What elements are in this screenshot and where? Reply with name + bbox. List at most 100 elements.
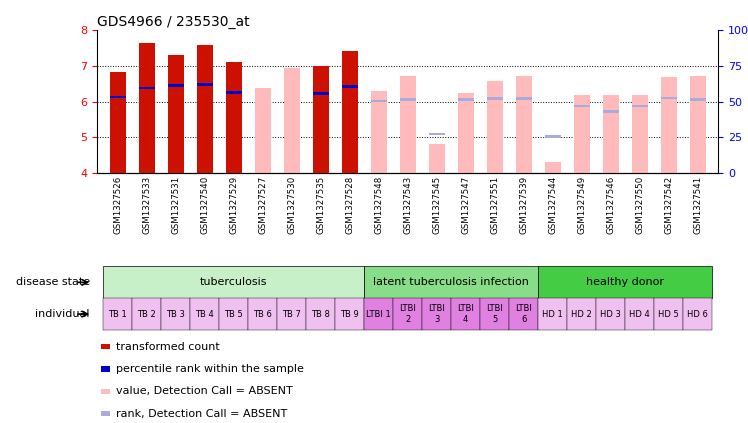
Bar — [364, 298, 393, 330]
Bar — [364, 266, 539, 298]
Bar — [654, 298, 683, 330]
Text: HD 5: HD 5 — [658, 310, 679, 319]
Text: GSM1327539: GSM1327539 — [519, 176, 528, 234]
Bar — [109, 72, 126, 173]
Bar — [574, 104, 589, 107]
Text: GSM1327541: GSM1327541 — [693, 176, 702, 234]
Bar — [197, 45, 212, 173]
Bar — [458, 99, 473, 101]
Bar — [393, 298, 422, 330]
Bar — [138, 43, 155, 173]
Text: GSM1327549: GSM1327549 — [577, 176, 586, 234]
Text: tuberculosis: tuberculosis — [200, 277, 267, 287]
Bar — [539, 266, 712, 298]
Bar — [603, 95, 619, 173]
Bar — [277, 298, 306, 330]
Bar — [313, 92, 328, 95]
Text: GSM1327529: GSM1327529 — [229, 176, 238, 234]
Bar — [132, 298, 161, 330]
Bar — [197, 83, 212, 85]
Text: TB 4: TB 4 — [195, 310, 214, 319]
Text: HD 6: HD 6 — [687, 310, 708, 319]
Bar — [254, 88, 271, 173]
Bar — [545, 135, 561, 138]
Text: GSM1327543: GSM1327543 — [403, 176, 412, 234]
Text: GSM1327527: GSM1327527 — [258, 176, 267, 234]
Bar — [480, 298, 509, 330]
Bar — [101, 411, 110, 417]
Text: GSM1327533: GSM1327533 — [142, 176, 151, 234]
Text: GSM1327544: GSM1327544 — [548, 176, 557, 234]
Text: individual: individual — [35, 309, 90, 319]
Bar — [101, 389, 110, 394]
Bar — [168, 55, 183, 173]
Bar — [625, 298, 654, 330]
Text: LTBI 1: LTBI 1 — [367, 310, 391, 319]
Bar — [429, 144, 444, 173]
Bar — [101, 366, 110, 372]
Bar — [596, 298, 625, 330]
Text: TB 6: TB 6 — [253, 310, 272, 319]
Text: TB 9: TB 9 — [340, 310, 359, 319]
Bar — [399, 99, 416, 101]
Text: LTBI
6: LTBI 6 — [515, 305, 532, 324]
Text: GDS4966 / 235530_at: GDS4966 / 235530_at — [97, 14, 250, 29]
Text: latent tuberculosis infection: latent tuberculosis infection — [373, 277, 529, 287]
Text: GSM1327526: GSM1327526 — [113, 176, 122, 234]
Text: LTBI
3: LTBI 3 — [429, 305, 445, 324]
Text: LTBI
5: LTBI 5 — [486, 305, 503, 324]
Text: GSM1327542: GSM1327542 — [664, 176, 673, 234]
Bar — [138, 87, 155, 89]
Bar — [509, 298, 539, 330]
Text: TB 2: TB 2 — [137, 310, 156, 319]
Bar — [567, 298, 596, 330]
Bar — [103, 298, 132, 330]
Text: value, Detection Call = ABSENT: value, Detection Call = ABSENT — [116, 386, 292, 396]
Bar — [371, 91, 387, 173]
Text: rank, Detection Call = ABSENT: rank, Detection Call = ABSENT — [116, 409, 287, 419]
Text: GSM1327528: GSM1327528 — [345, 176, 354, 234]
Bar — [632, 95, 648, 173]
Text: HD 2: HD 2 — [571, 310, 592, 319]
Text: GSM1327546: GSM1327546 — [606, 176, 616, 234]
Bar — [335, 298, 364, 330]
Bar — [342, 51, 358, 173]
Text: GSM1327530: GSM1327530 — [287, 176, 296, 234]
Text: HD 3: HD 3 — [601, 310, 621, 319]
Bar — [313, 66, 328, 173]
Bar — [103, 266, 364, 298]
Text: TB 1: TB 1 — [108, 310, 127, 319]
Bar — [371, 99, 387, 102]
Bar — [161, 298, 190, 330]
Bar — [190, 298, 219, 330]
Bar — [342, 85, 358, 88]
Bar — [451, 298, 480, 330]
Text: TB 7: TB 7 — [282, 310, 301, 319]
Bar — [515, 76, 532, 173]
Bar — [515, 97, 532, 100]
Text: GSM1327550: GSM1327550 — [635, 176, 644, 234]
Bar — [429, 133, 444, 135]
Bar — [487, 81, 503, 173]
Bar — [226, 62, 242, 173]
Text: percentile rank within the sample: percentile rank within the sample — [116, 364, 304, 374]
Bar — [248, 298, 277, 330]
Text: TB 5: TB 5 — [224, 310, 243, 319]
Bar — [219, 298, 248, 330]
Bar — [660, 77, 677, 173]
Bar — [168, 84, 183, 87]
Bar — [683, 298, 712, 330]
Text: GSM1327535: GSM1327535 — [316, 176, 325, 234]
Bar — [306, 298, 335, 330]
Bar — [690, 76, 706, 173]
Text: TB 3: TB 3 — [166, 310, 185, 319]
Bar — [545, 162, 561, 173]
Text: GSM1327545: GSM1327545 — [432, 176, 441, 234]
Bar — [487, 97, 503, 100]
Text: GSM1327551: GSM1327551 — [490, 176, 499, 234]
Bar — [458, 93, 473, 173]
Text: TB 8: TB 8 — [311, 310, 330, 319]
Bar — [539, 298, 567, 330]
Bar — [690, 99, 706, 101]
Bar — [574, 95, 589, 173]
